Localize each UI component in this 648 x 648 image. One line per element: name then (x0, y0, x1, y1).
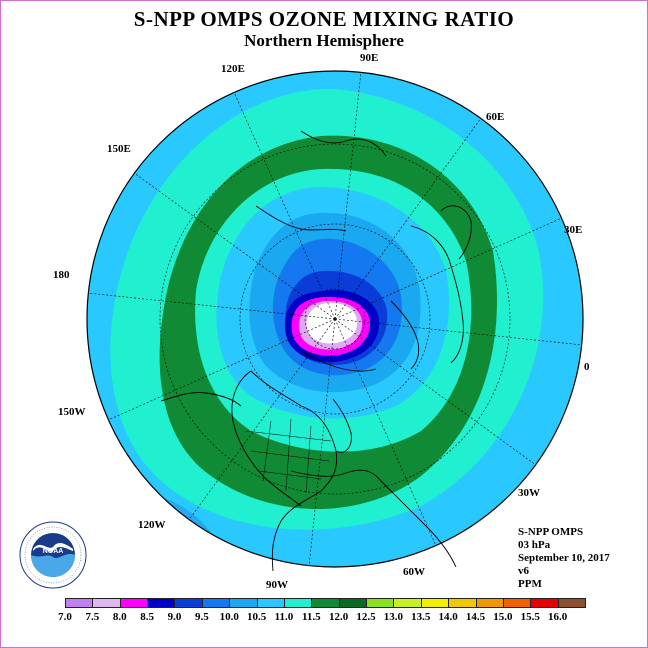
info-instrument: S-NPP OMPS (518, 526, 584, 538)
meridian-line (188, 318, 336, 520)
legend-tick-label: 14.5 (465, 611, 486, 623)
legend-tick-label: 15.5 (520, 611, 540, 623)
legend-swatch (475, 598, 504, 608)
meridian-line (308, 318, 336, 566)
meridian-line (108, 318, 336, 421)
legend-swatch (530, 598, 559, 608)
lon-label-180: 180 (53, 269, 70, 281)
legend-swatch (92, 598, 121, 608)
color-legend: 7.0 7.5 8.0 8.5 9.0 9.5 10.0 10.5 11.0 11.5 12.0 12… (58, 598, 586, 628)
legend-swatch (229, 598, 258, 608)
legend-tick-label: 7.0 (58, 611, 72, 623)
info-level: 03 hPa (518, 539, 551, 551)
lon-label-30e: 30E (564, 224, 583, 236)
legend-tick-label: 7.5 (85, 611, 100, 623)
legend-tick-label: 9.5 (194, 611, 209, 623)
meridian-line (88, 292, 336, 320)
lon-label-30w: 30W (518, 487, 540, 499)
lon-label-0: 0 (584, 361, 590, 373)
legend-swatch (65, 598, 94, 608)
legend-swatch (557, 598, 586, 608)
legend-tick-label: 11.5 (301, 611, 321, 623)
meridian-line (134, 172, 336, 320)
legend-tick-label: 8.0 (112, 611, 127, 623)
legend-tick-label: 16.0 (548, 611, 568, 623)
map-outline (86, 70, 584, 568)
svg-text:NOAA: NOAA (43, 548, 64, 555)
legend-tick-label: 9.0 (167, 611, 182, 623)
legend-swatch (393, 598, 422, 608)
lon-label-150e: 150E (107, 143, 131, 155)
lon-label-90e: 90E (360, 52, 379, 64)
page-subtitle: Northern Hemisphere (244, 31, 404, 50)
meridian-line (233, 92, 336, 320)
info-date: September 10, 2017 (518, 552, 610, 564)
legend-tick-label: 14.0 (438, 611, 458, 623)
meridian-line (334, 318, 536, 466)
legend-swatch (174, 598, 203, 608)
legend-swatch (201, 598, 231, 608)
us-state-lines (245, 418, 332, 494)
meridian-line (334, 318, 582, 346)
info-units: PPM (518, 578, 542, 590)
graticule (159, 143, 511, 495)
legend-tick-label: 13.0 (383, 611, 404, 623)
info-block: S-NPP OMPS 03 hPa September 10, 2017 v6 … (518, 526, 610, 591)
lon-label-60w: 60W (403, 566, 425, 578)
legend-tick-label: 10.5 (246, 611, 267, 623)
meridian-lines (88, 72, 582, 566)
coastlines (160, 130, 472, 572)
legend-tick-label: 12.5 (356, 611, 376, 623)
lon-label-90w: 90W (266, 579, 288, 591)
legend-swatch (448, 598, 477, 608)
legend-tick-label: 10.0 (219, 611, 239, 623)
legend-tick-label: 12.0 (329, 611, 349, 623)
legend-swatch (338, 598, 368, 608)
noaa-logo: NOAA (19, 521, 87, 589)
legend-swatch (502, 598, 532, 608)
legend-tick-label: 8.5 (140, 611, 154, 623)
lon-label-60e: 60E (486, 111, 505, 123)
legend-swatch (119, 598, 149, 608)
legend-tick-label: 13.5 (411, 611, 431, 623)
meridian-line (334, 118, 482, 320)
legend-tick-label: 15.0 (493, 611, 513, 623)
lon-label-120e: 120E (221, 63, 245, 75)
legend-swatch (366, 598, 395, 608)
legend-swatch (147, 598, 176, 608)
page-title: S-NPP OMPS OZONE MIXING RATIO (133, 7, 515, 31)
legend-swatch (256, 598, 285, 608)
lon-label-150w: 150W (58, 406, 86, 418)
legend-swatch (311, 598, 340, 608)
meridian-line (334, 217, 562, 320)
meridian-line (334, 318, 437, 546)
meridian-line (334, 72, 362, 320)
info-version: v6 (518, 565, 529, 577)
legend-swatch (420, 598, 450, 608)
lon-label-120w: 120W (138, 519, 166, 531)
legend-tick-label: 11.0 (274, 611, 294, 623)
legend-swatch (283, 598, 313, 608)
